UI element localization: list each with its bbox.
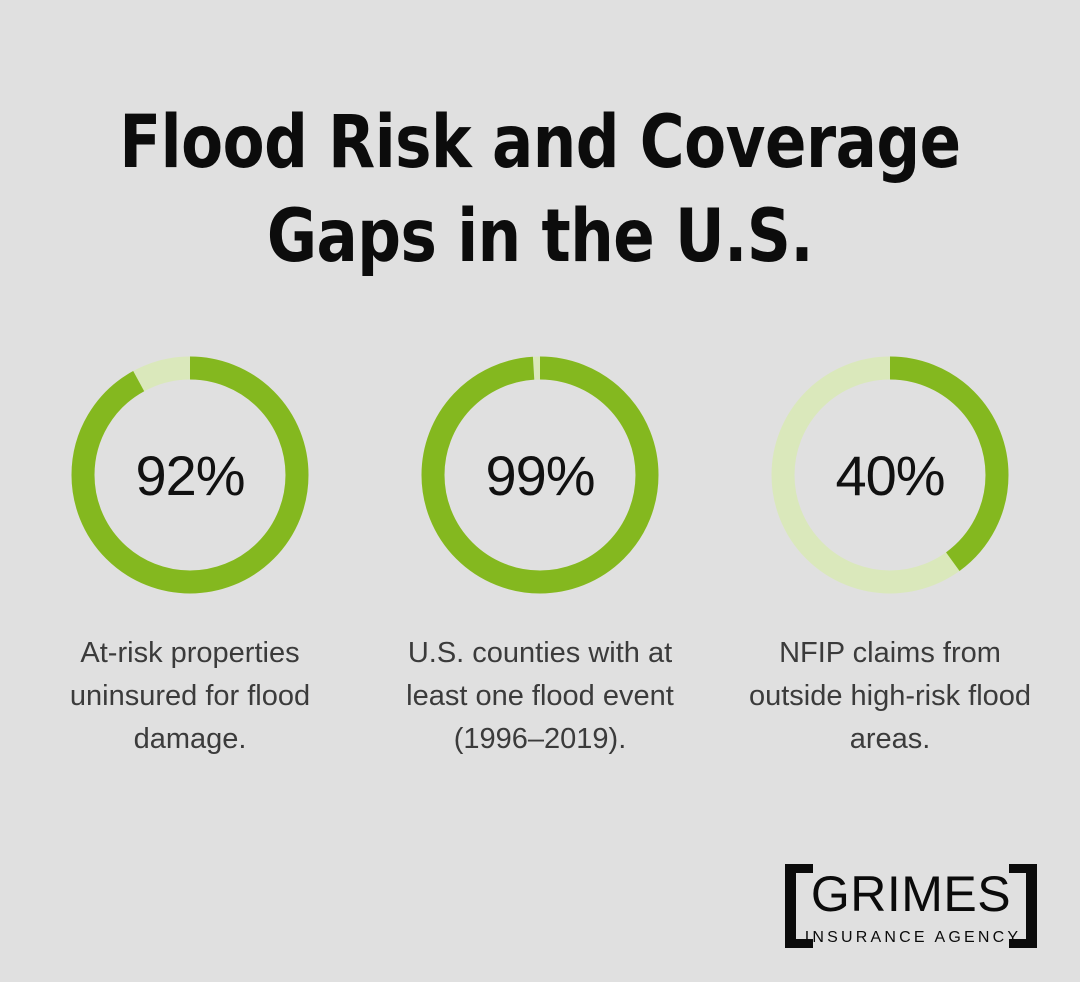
logo-bracket-left-icon bbox=[785, 864, 813, 948]
stat-caption-3: NFIP claims from outside high-risk flood… bbox=[748, 637, 1032, 755]
donut-chart-3-svg bbox=[771, 356, 1009, 594]
page-title: Flood Risk and Coverage Gaps in the U.S. bbox=[0, 96, 1080, 284]
donut-chart-3: 40% bbox=[767, 352, 1013, 598]
logo-wordmark: GRIMES bbox=[811, 866, 1011, 922]
stat-card-3: 40% NFIP claims from outside high-risk f… bbox=[715, 352, 1065, 761]
page-title-line-2: Gaps in the U.S. bbox=[266, 194, 814, 279]
stat-card-2: 99% U.S. counties with at least one floo… bbox=[365, 352, 715, 761]
stat-caption-2: U.S. counties with at least one flood ev… bbox=[406, 637, 674, 755]
donut-chart-1: 92% bbox=[67, 352, 313, 598]
logo-tagline: INSURANCE AGENCY bbox=[805, 929, 1022, 946]
donut-3-value-label: 40% bbox=[835, 443, 945, 507]
brand-logo: GRIMES INSURANCE AGENCY bbox=[783, 862, 1039, 950]
page-title-line-1: Flood Risk and Coverage bbox=[119, 100, 961, 185]
donut-chart-2: 99% bbox=[417, 352, 663, 598]
donut-chart-2-svg bbox=[421, 356, 659, 594]
donut-1-value-arc bbox=[71, 356, 309, 594]
donut-2-value-label: 99% bbox=[485, 443, 595, 507]
donut-1-value-label: 92% bbox=[135, 443, 245, 507]
stat-caption-1: At-risk properties uninsured for flood d… bbox=[69, 637, 311, 755]
brand-logo-svg: GRIMES INSURANCE AGENCY bbox=[785, 864, 1037, 948]
donut-chart-1-svg bbox=[71, 356, 309, 594]
logo-bracket-right-icon bbox=[1009, 864, 1037, 948]
donut-3-value-arc bbox=[771, 356, 1009, 594]
stat-card-1: 92% At-risk properties uninsured for flo… bbox=[15, 352, 365, 761]
donut-2-value-arc bbox=[421, 356, 659, 594]
statistics-row: 92% At-risk properties uninsured for flo… bbox=[0, 352, 1080, 761]
